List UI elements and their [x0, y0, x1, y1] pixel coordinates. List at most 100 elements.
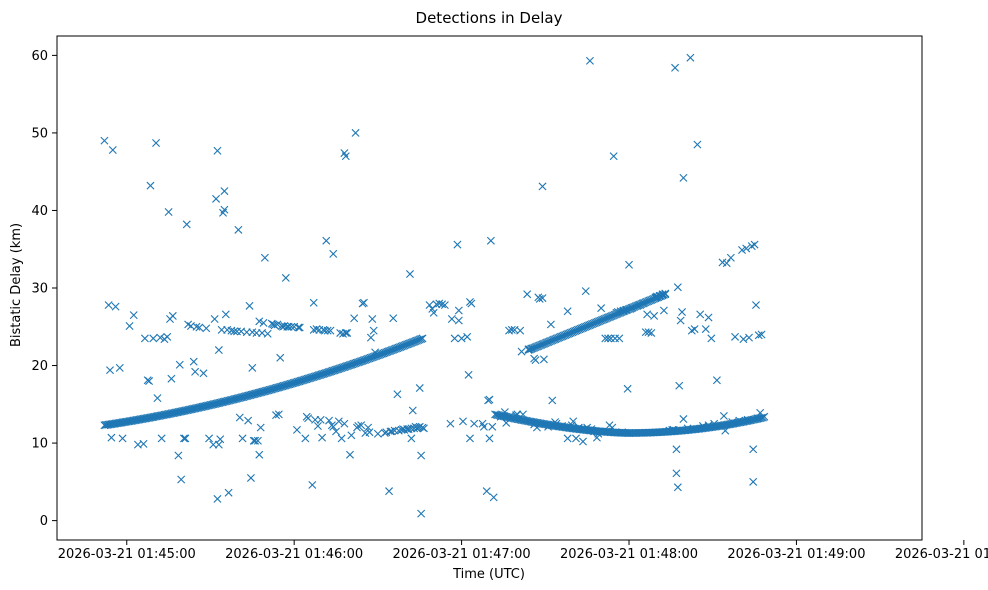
data-point: [675, 381, 684, 390]
x-tick-label: 2026-03-21 01:45:00: [58, 547, 196, 562]
data-point: [450, 334, 459, 343]
data-point: [459, 417, 467, 426]
data-point: [454, 316, 463, 325]
data-point: [454, 306, 463, 315]
data-point: [368, 353, 377, 362]
data-point: [578, 437, 587, 446]
data-point: [209, 440, 218, 449]
data-point: [756, 414, 765, 423]
data-point: [524, 346, 533, 355]
data-point: [365, 428, 374, 437]
data-point: [357, 421, 366, 430]
data-point: [259, 318, 268, 327]
data-point: [634, 301, 643, 310]
data-point: [535, 341, 544, 350]
data-point: [256, 423, 265, 432]
data-point: [757, 330, 766, 339]
data-point: [192, 322, 201, 331]
data-point: [440, 301, 449, 310]
data-point: [153, 394, 162, 403]
data-point: [328, 366, 337, 375]
data-point: [446, 419, 455, 428]
data-point: [309, 298, 318, 307]
data-point: [351, 128, 360, 137]
data-point: [657, 291, 666, 300]
data-point: [359, 298, 368, 307]
data-point: [168, 311, 177, 320]
data-point: [578, 324, 587, 333]
data-point: [214, 346, 223, 355]
data-point: [554, 333, 563, 342]
data-point: [342, 362, 351, 371]
data-point: [407, 338, 416, 347]
data-point: [202, 324, 211, 333]
data-point: [637, 299, 646, 308]
data-point: [586, 320, 595, 329]
data-point: [164, 208, 173, 217]
data-point: [323, 326, 332, 335]
data-point: [539, 355, 548, 364]
data-point: [582, 322, 591, 331]
data-point: [220, 205, 229, 214]
data-point: [273, 320, 282, 329]
data-point: [597, 304, 606, 313]
data-point: [614, 309, 623, 318]
data-point: [405, 270, 414, 279]
data-point: [531, 356, 540, 365]
y-tick-label: 50: [31, 126, 48, 141]
data-point: [673, 483, 682, 492]
data-point: [320, 326, 329, 335]
data-point: [281, 273, 290, 282]
data-point: [350, 314, 359, 323]
data-point: [647, 328, 656, 337]
data-point: [322, 236, 331, 245]
data-point: [351, 359, 360, 368]
data-point: [255, 317, 264, 326]
data-point: [336, 328, 345, 337]
data-point: [316, 415, 325, 424]
data-point: [635, 300, 644, 309]
data-point: [195, 323, 204, 332]
data-point: [212, 194, 221, 203]
data-point: [125, 322, 134, 330]
data-point: [394, 343, 403, 352]
data-point: [341, 152, 350, 161]
data-point: [719, 411, 728, 420]
data-point: [415, 422, 424, 431]
data-point: [537, 340, 546, 349]
data-point: [589, 319, 598, 328]
data-point: [108, 145, 117, 154]
data-point: [693, 140, 702, 149]
data-point: [488, 422, 497, 431]
data-point: [189, 357, 198, 366]
data-point: [274, 410, 283, 419]
data-point: [641, 298, 650, 307]
data-point: [369, 326, 378, 335]
data-markers: [100, 53, 769, 518]
x-axis: 2026-03-21 01:45:00 2026-03-21 01:46:00 20…: [58, 540, 988, 562]
data-point: [643, 310, 652, 319]
data-point: [337, 434, 346, 443]
data-point: [609, 311, 618, 320]
data-point: [383, 347, 392, 356]
data-point: [470, 419, 479, 428]
data-point: [157, 434, 166, 443]
data-point: [386, 346, 395, 355]
data-point: [547, 336, 556, 345]
data-point: [179, 434, 188, 443]
data-point: [479, 422, 488, 431]
data-point: [244, 416, 253, 425]
data-point: [673, 283, 682, 292]
data-point: [365, 354, 374, 363]
data-point: [174, 451, 183, 460]
data-point: [541, 339, 550, 348]
data-point: [551, 335, 560, 344]
data-point: [355, 357, 364, 366]
data-point: [216, 435, 225, 444]
data-point: [417, 509, 426, 518]
data-point: [757, 413, 766, 422]
data-point: [575, 325, 584, 334]
data-point: [417, 451, 426, 460]
data-point: [534, 342, 543, 350]
